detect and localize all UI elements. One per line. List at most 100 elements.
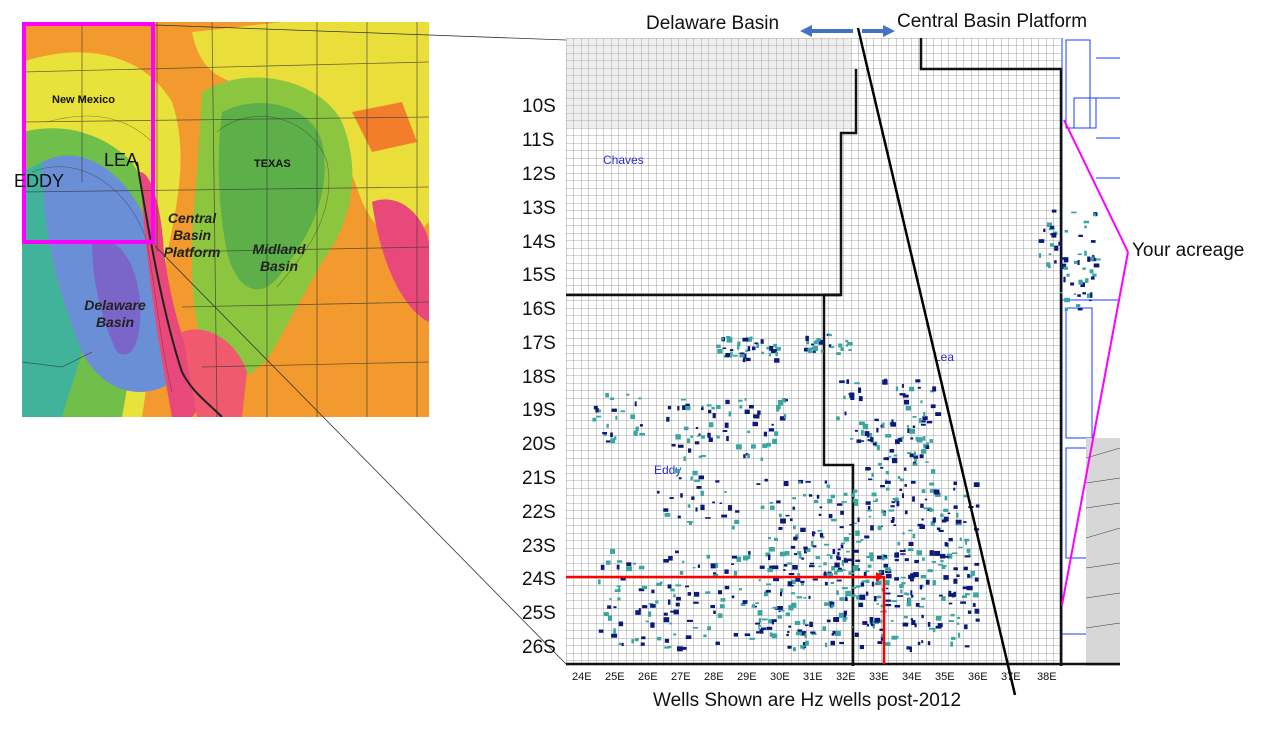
well-mark xyxy=(899,488,903,491)
well-mark xyxy=(632,562,637,565)
row-label: 13S xyxy=(522,198,556,219)
well-mark xyxy=(921,614,924,619)
well-mark xyxy=(882,510,887,517)
well-mark xyxy=(953,591,957,597)
well-mark xyxy=(752,346,756,351)
well-mark xyxy=(842,616,847,622)
well-mark xyxy=(790,518,793,521)
well-mark xyxy=(795,631,802,636)
well-mark xyxy=(925,445,930,449)
well-mark xyxy=(876,595,882,599)
well-mark xyxy=(710,605,715,608)
row-label: 24S xyxy=(522,569,556,590)
well-mark xyxy=(771,423,774,426)
well-mark xyxy=(722,430,728,432)
well-mark xyxy=(1038,239,1045,243)
well-mark xyxy=(865,467,870,471)
well-mark xyxy=(1064,307,1069,311)
well-mark xyxy=(875,498,878,502)
well-mark xyxy=(841,560,844,566)
well-mark xyxy=(930,469,936,474)
well-mark xyxy=(927,569,933,573)
well-mark xyxy=(824,602,829,606)
well-mark xyxy=(911,594,914,598)
well-mark xyxy=(930,521,935,527)
well-mark xyxy=(903,615,908,619)
well-mark xyxy=(641,636,646,640)
well-mark xyxy=(713,610,716,614)
well-mark xyxy=(947,512,951,515)
well-mark xyxy=(717,348,723,354)
well-mark xyxy=(634,401,637,407)
well-mark xyxy=(948,537,953,542)
well-mark xyxy=(846,558,853,562)
well-mark xyxy=(761,618,768,621)
well-mark xyxy=(910,618,913,621)
row-label: 23S xyxy=(522,536,556,557)
well-mark xyxy=(831,604,835,607)
well-mark xyxy=(766,346,771,350)
well-mark xyxy=(602,432,607,435)
well-mark xyxy=(701,405,704,408)
well-mark xyxy=(613,606,617,609)
well-mark xyxy=(620,410,625,413)
well-mark xyxy=(834,562,840,568)
well-mark xyxy=(773,576,779,582)
well-mark xyxy=(784,551,790,556)
well-mark xyxy=(812,545,817,548)
well-mark xyxy=(943,575,949,580)
well-mark xyxy=(711,406,715,410)
well-mark xyxy=(865,591,869,596)
well-mark xyxy=(860,539,864,541)
well-mark xyxy=(851,626,854,628)
well-mark xyxy=(864,535,870,539)
well-mark xyxy=(638,565,645,570)
well-mark xyxy=(802,642,806,647)
well-mark xyxy=(606,423,609,428)
well-mark xyxy=(700,504,705,510)
well-mark xyxy=(910,573,915,579)
well-mark xyxy=(885,571,888,573)
well-mark xyxy=(1047,222,1052,228)
well-mark xyxy=(948,620,954,622)
well-mark xyxy=(1049,243,1055,247)
well-mark xyxy=(1064,230,1068,233)
well-mark xyxy=(730,352,733,356)
well-mark xyxy=(792,647,796,652)
well-mark xyxy=(874,418,879,422)
well-mark xyxy=(618,621,624,627)
well-mark xyxy=(696,435,700,437)
well-mark xyxy=(843,395,846,400)
well-mark xyxy=(912,462,918,466)
well-mark xyxy=(682,405,688,410)
well-mark xyxy=(638,608,641,612)
well-mark xyxy=(780,609,785,612)
well-mark xyxy=(626,393,630,396)
well-mark xyxy=(696,486,702,489)
well-mark xyxy=(607,605,612,609)
well-mark xyxy=(1060,263,1067,269)
well-mark xyxy=(767,567,773,573)
well-mark xyxy=(910,577,914,582)
well-mark xyxy=(614,589,621,592)
well-mark xyxy=(818,513,822,516)
well-mark xyxy=(694,479,701,482)
well-mark xyxy=(934,550,941,556)
well-mark xyxy=(743,353,747,359)
well-mark xyxy=(792,565,798,570)
well-mark xyxy=(626,562,632,566)
well-mark xyxy=(815,556,821,560)
well-mark xyxy=(921,640,924,644)
well-mark xyxy=(879,628,884,631)
well-mark xyxy=(959,537,962,542)
well-mark xyxy=(899,393,906,396)
well-mark xyxy=(642,605,648,609)
well-mark xyxy=(787,645,792,649)
well-mark xyxy=(752,421,758,427)
state-label-new-mexico: New Mexico xyxy=(52,94,115,106)
well-mark xyxy=(768,619,773,624)
well-mark xyxy=(708,437,713,442)
well-mark xyxy=(885,603,892,607)
well-mark xyxy=(823,562,827,566)
well-mark xyxy=(610,432,613,438)
